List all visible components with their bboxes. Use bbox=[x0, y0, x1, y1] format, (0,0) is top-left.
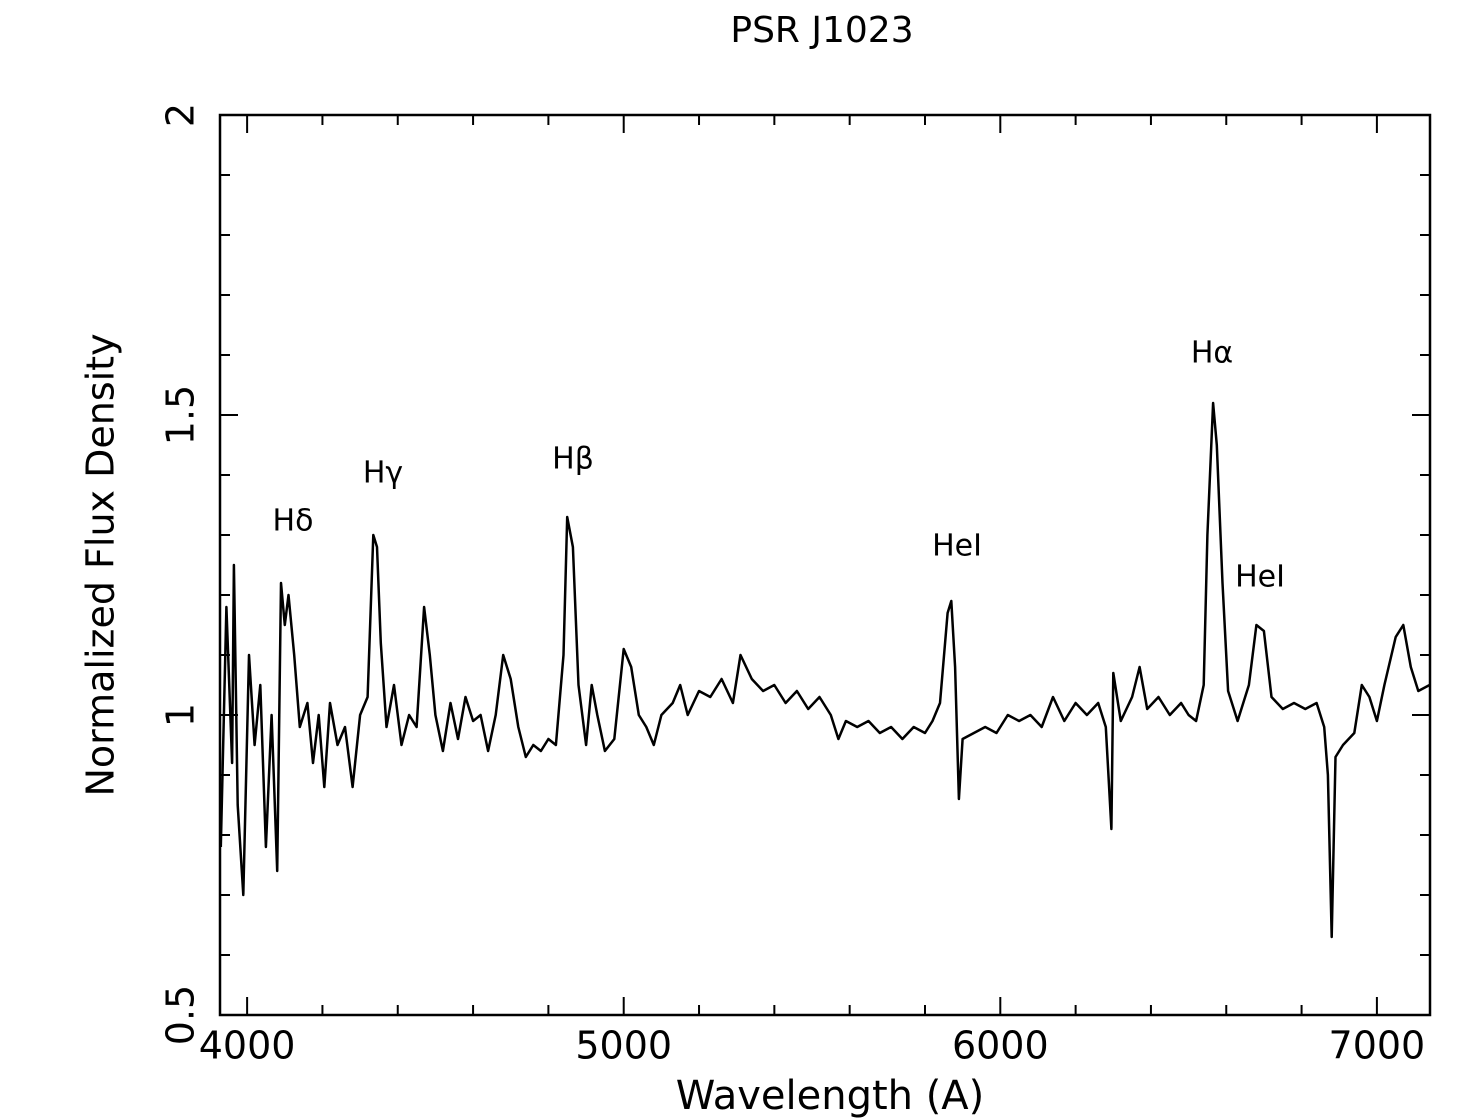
y-tick-label: 1 bbox=[159, 703, 203, 727]
line-annotation: HeI bbox=[1235, 560, 1285, 595]
x-tick-label: 5000 bbox=[575, 1024, 672, 1068]
chart-title: PSR J1023 bbox=[730, 10, 913, 51]
line-annotation: Hδ bbox=[273, 504, 314, 539]
line-annotation: Hα bbox=[1191, 336, 1233, 371]
y-tick-label: 2 bbox=[159, 103, 203, 127]
y-tick-label: 0.5 bbox=[159, 985, 203, 1045]
line-annotation: Hγ bbox=[363, 456, 403, 491]
line-annotation: Hβ bbox=[552, 442, 594, 477]
x-tick-label: 7000 bbox=[1329, 1024, 1426, 1068]
x-tick-label: 6000 bbox=[952, 1024, 1049, 1068]
x-tick-label: 4000 bbox=[199, 1024, 296, 1068]
plot-frame bbox=[218, 113, 1432, 1017]
x-axis-label: Wavelength (A) bbox=[676, 1073, 985, 1119]
y-axis-label: Normalized Flux Density bbox=[79, 333, 123, 796]
line-annotation: HeI bbox=[932, 529, 982, 564]
y-tick-label: 1.5 bbox=[159, 385, 203, 445]
spectrum-line bbox=[219, 401, 1431, 939]
